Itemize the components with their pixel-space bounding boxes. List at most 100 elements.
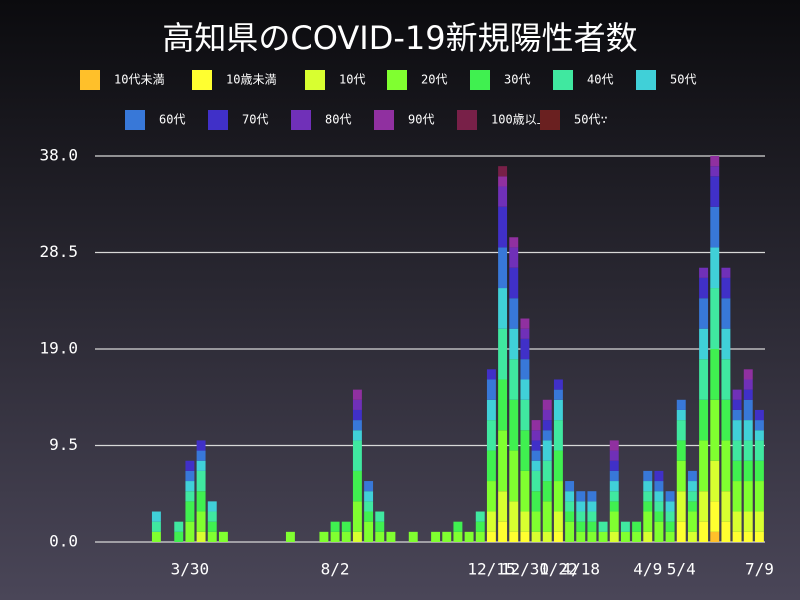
bar-segment xyxy=(542,440,552,461)
bar-segment xyxy=(609,450,619,461)
bar-segment xyxy=(721,298,731,329)
bar-segment xyxy=(486,481,496,512)
bar-segment xyxy=(509,328,519,360)
y-tick-label: 28.5 xyxy=(39,242,78,261)
bar-segment xyxy=(587,511,597,522)
bar-segment xyxy=(710,399,720,461)
bar-segment xyxy=(408,531,418,542)
bar-segment xyxy=(710,247,720,289)
bar-segment xyxy=(654,470,664,482)
bar-segment xyxy=(743,440,753,461)
bar-segment xyxy=(207,521,217,532)
bar-segment xyxy=(576,531,586,542)
bar-segment xyxy=(598,531,608,542)
bar-segment xyxy=(721,277,731,299)
bar-segment xyxy=(553,399,563,421)
legend-label: 50代∵ xyxy=(574,113,608,127)
bar-segment xyxy=(486,531,496,542)
bar-segment xyxy=(676,409,686,421)
bar-segment xyxy=(699,491,709,522)
bar-segment xyxy=(185,481,195,492)
bar-segment xyxy=(565,491,575,502)
legend-label: 50代 xyxy=(670,73,696,87)
bar-segment xyxy=(509,267,519,299)
bar-segment xyxy=(352,409,362,421)
bar-segment xyxy=(743,420,753,441)
y-tick-label: 0.0 xyxy=(49,532,78,551)
bar-segment xyxy=(375,511,385,522)
bar-segment xyxy=(699,267,709,278)
bar-segment xyxy=(185,491,195,502)
bar-segment xyxy=(665,491,675,502)
bar-segment xyxy=(520,318,530,329)
bar-segment xyxy=(475,531,485,542)
bar-segment xyxy=(498,288,508,329)
bar-segment xyxy=(185,460,195,471)
bar-segment xyxy=(498,186,508,207)
bar-segment xyxy=(699,359,709,400)
bar-segment xyxy=(542,430,552,441)
bar-segment xyxy=(531,531,541,542)
legend-label: 60代 xyxy=(159,113,185,127)
legend-swatch xyxy=(540,110,560,130)
bar-segment xyxy=(364,481,374,492)
bar-segment xyxy=(553,481,563,512)
bar-segment xyxy=(743,399,753,421)
bar-segment xyxy=(542,531,552,542)
bar-segment xyxy=(386,531,396,542)
bar-segment xyxy=(475,521,485,532)
bar-segment xyxy=(743,511,753,532)
bar-segment xyxy=(498,379,508,431)
bar-segment xyxy=(486,369,496,380)
bar-segment xyxy=(609,460,619,471)
bar-segment xyxy=(531,470,541,492)
legend-swatch xyxy=(636,70,656,90)
bar-segment xyxy=(553,420,563,451)
bar-segment xyxy=(598,521,608,532)
bar-segment xyxy=(531,491,541,512)
bar-segment xyxy=(531,460,541,471)
x-tick-label: 4/9 xyxy=(633,560,662,579)
bar-segment xyxy=(498,491,508,522)
bar-segment xyxy=(531,450,541,461)
bar-segment xyxy=(665,511,675,522)
bar-segment xyxy=(531,511,541,532)
bar-segment xyxy=(498,166,508,177)
bar-segment xyxy=(542,420,552,431)
legend-label: 40代 xyxy=(587,73,613,87)
bar-segment xyxy=(676,420,686,441)
bar-segment xyxy=(509,359,519,400)
bar-segment xyxy=(732,531,742,542)
bar-segment xyxy=(632,521,642,532)
bar-segment xyxy=(609,491,619,502)
bar-segment xyxy=(654,501,664,512)
bar-segment xyxy=(364,511,374,522)
bar-segment xyxy=(542,501,552,532)
bar-segment xyxy=(643,491,653,502)
bar-segment xyxy=(486,379,496,400)
bar-segment xyxy=(542,460,552,482)
bar-segment xyxy=(609,481,619,492)
bar-segment xyxy=(196,511,206,532)
bar-segment xyxy=(676,491,686,522)
bar-segment xyxy=(520,430,530,471)
bar-segment xyxy=(352,430,362,441)
bar-segment xyxy=(699,440,709,492)
bar-segment xyxy=(509,531,519,542)
bar-segment xyxy=(151,531,161,542)
bar-segment xyxy=(196,440,206,451)
legend-swatch xyxy=(470,70,490,90)
bar-segment xyxy=(721,328,731,360)
bar-segment xyxy=(620,521,630,532)
x-tick-label: 5/4 xyxy=(667,560,696,579)
bar-segment xyxy=(542,409,552,421)
x-tick-label: 1/22 xyxy=(539,560,578,579)
bar-segment xyxy=(687,481,697,492)
bar-segment xyxy=(542,481,552,502)
bar-segment xyxy=(687,470,697,482)
bar-segment xyxy=(721,359,731,400)
bar-segment xyxy=(687,511,697,532)
bar-segment xyxy=(754,409,764,421)
bar-segment xyxy=(509,501,519,532)
